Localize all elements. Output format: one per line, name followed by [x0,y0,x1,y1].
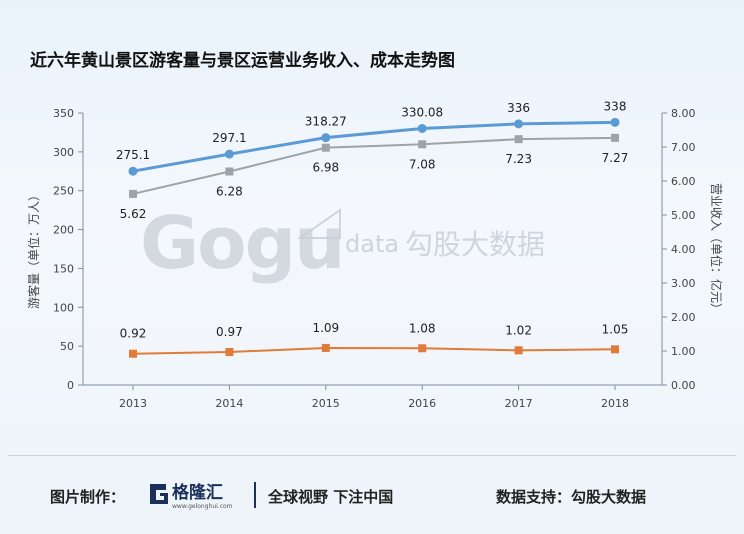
brand-name: 格隆汇 [172,482,223,503]
series-line [132,136,616,195]
made-by-label: 图片制作： [50,488,126,506]
data-label: 7.08 [409,157,436,171]
chart-title: 近六年黄山景区游客量与景区运营业务收入、成本走势图 [30,50,455,71]
watermark-suffix: data [345,230,399,258]
data-point [514,119,524,129]
data-label: 1.08 [409,321,436,335]
data-label: 336 [507,101,530,115]
data-label: 1.05 [602,322,629,336]
data-label: 318.27 [305,115,347,129]
data-support: 数据支持：勾股大数据 [496,488,647,506]
data-point [418,344,427,353]
data-point [611,345,619,354]
right-tick-label: 6.00 [671,175,696,188]
left-tick-label: 250 [53,185,74,198]
data-point [128,166,138,176]
right-tick-label: 0.00 [671,379,696,392]
data-label: 5.62 [120,207,147,221]
data-label: 330.08 [401,105,443,119]
footer-divider [8,455,736,456]
left-tick-label: 50 [60,340,74,353]
left-tick-label: 300 [53,146,74,159]
left-tick-label: 0 [67,379,74,392]
right-tick-label: 1.00 [671,345,696,358]
right-tick-label: 4.00 [671,243,696,256]
left-axis-label: 游客量（单位：万人） [26,189,41,309]
brand-logo-icon: 格隆汇 www.gelonghui.com [150,482,256,510]
brand-url: www.gelonghui.com [172,503,233,510]
series-line [132,346,616,355]
data-point [321,343,330,352]
right-tick-label: 3.00 [671,277,696,290]
x-tick-label: 2014 [215,397,243,410]
series-line [132,120,616,173]
right-tick-label: 8.00 [671,107,696,120]
left-tick-label: 150 [53,262,74,275]
data-point [514,135,523,144]
x-tick-label: 2017 [505,397,533,410]
data-point [225,348,234,357]
watermark-cn: 勾股大数据 [405,228,545,261]
data-label: 6.28 [216,184,243,198]
right-tick-label: 5.00 [671,209,696,222]
data-point [610,117,620,127]
x-tick-label: 2015 [312,397,340,410]
data-point [321,133,331,143]
left-tick-label: 100 [53,301,74,314]
right-axis-label: 营业收入（单位：亿元） [709,183,724,315]
right-tick-label: 2.00 [671,311,696,324]
data-label: 6.98 [312,161,339,175]
data-label: 1.09 [312,321,339,335]
data-point [418,140,427,149]
right-tick-label: 7.00 [671,141,696,154]
data-point [129,349,137,358]
data-point [417,123,427,133]
data-point [224,149,234,159]
data-label: 338 [604,99,627,113]
data-label: 275.1 [116,148,150,162]
gelonghui-logo: 格隆汇 www.gelonghui.com [146,478,266,510]
left-tick-label: 200 [53,224,74,237]
data-point [321,143,330,152]
x-tick-label: 2018 [601,397,629,410]
x-tick-label: 2016 [408,397,436,410]
data-label: 0.92 [120,327,147,341]
data-label: 7.27 [602,151,629,165]
data-point [225,167,234,176]
data-label: 1.02 [505,323,532,337]
data-label: 297.1 [212,131,246,145]
data-point [514,346,523,355]
watermark-triangle-icon [296,208,341,239]
watermark-logo: Gogu [140,201,343,285]
data-label: 7.23 [505,152,532,166]
data-point [611,133,619,142]
x-tick-label: 2013 [119,397,147,410]
left-tick-label: 350 [53,107,74,120]
data-point [129,189,137,198]
slogan: 全球视野 下注中国 [268,488,394,506]
data-label: 0.97 [216,325,243,339]
